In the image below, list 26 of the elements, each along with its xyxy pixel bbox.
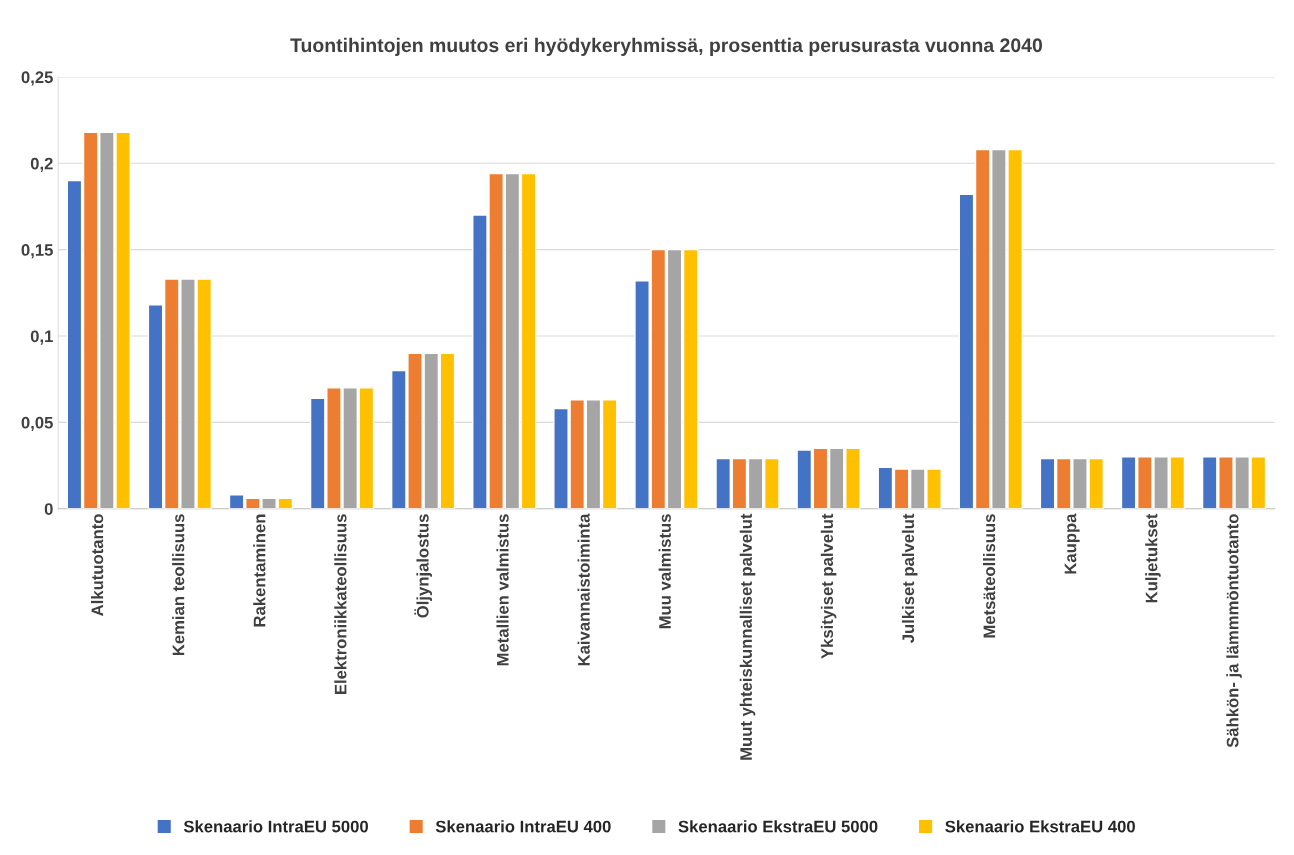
x-tick-label: Kuljetukset — [1145, 513, 1161, 603]
y-tick-label: 0,2 — [30, 157, 53, 172]
y-tick-label: 0 — [44, 503, 53, 515]
legend-label: Skenaario EkstraEU 400 — [945, 820, 1135, 833]
legend-label: Skenaario EkstraEU 5000 — [678, 820, 878, 833]
x-tick-label: Öljynjalostus — [414, 514, 432, 618]
y-tick-label: 0,1 — [30, 330, 53, 345]
x-tick-label: Julkiset palvelut — [901, 513, 918, 643]
chart-title: Tuontihintojen muutos eri hyödykeryhmissä, prosenttia perusurasta vuonna 2040 — [290, 37, 1043, 56]
x-tick-label: Metsäteollisuus — [983, 514, 996, 638]
x-tick-label: Sähkön- ja lämmmöntuotanto — [1226, 514, 1242, 748]
x-tick-label: Muut yhteiskunnalliset palvelut — [739, 513, 756, 760]
x-tick-label: Kaivannaistoiminta — [577, 513, 590, 666]
x-tick-label: Kauppa — [1064, 513, 1080, 574]
x-tick-label: Alkutuotanto — [91, 514, 104, 616]
x-tick-label: Rakentaminen — [253, 514, 266, 627]
y-tick-label: 0,25 — [21, 71, 53, 86]
legend-label: Skenaario IntraEU 400 — [435, 820, 611, 833]
y-tick-label: 0,05 — [21, 416, 53, 431]
y-tick-label: 0,15 — [21, 244, 53, 259]
x-tick-label: Muu valmistus — [658, 514, 671, 629]
x-tick-label: Elektroniikkateollisuus — [334, 514, 347, 694]
x-tick-label: Kemian teollisuus — [172, 514, 185, 656]
x-tick-label: Yksityiset palvelut — [820, 513, 837, 659]
legend-label: Skenaario IntraEU 5000 — [183, 820, 368, 833]
x-tick-label: Metallien valmistus — [496, 514, 509, 666]
